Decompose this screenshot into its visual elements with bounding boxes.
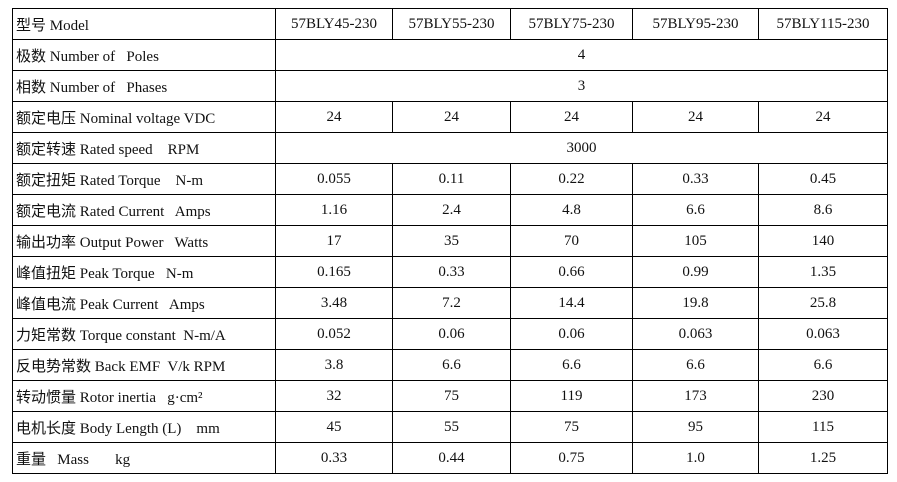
cell: 7.2 xyxy=(392,287,511,319)
table-row: 额定扭矩 Rated Torque N-m 0.055 0.11 0.22 0.33 0.… xyxy=(12,163,888,195)
header-cell: 57BLY45-230 xyxy=(275,8,393,40)
row-label: 峰值电流 Peak Current Amps xyxy=(12,287,276,319)
table-row: 转动惯量 Rotor inertia g·cm² 32 75 119 173 230 xyxy=(12,380,888,412)
header-cell: 57BLY75-230 xyxy=(510,8,633,40)
cell: 3.48 xyxy=(275,287,393,319)
cell: 1.35 xyxy=(758,256,888,288)
row-label: 输出功率 Output Power Watts xyxy=(12,225,276,257)
cell: 0.99 xyxy=(632,256,759,288)
header-cell: 57BLY115-230 xyxy=(758,8,888,40)
cell: 1.16 xyxy=(275,194,393,226)
cell: 1.0 xyxy=(632,442,759,474)
cell: 0.11 xyxy=(392,163,511,195)
row-label: 额定电压 Nominal voltage VDC xyxy=(12,101,276,133)
cell: 0.165 xyxy=(275,256,393,288)
cell: 4.8 xyxy=(510,194,633,226)
row-label: 额定转速 Rated speed RPM xyxy=(12,132,276,164)
cell: 95 xyxy=(632,411,759,443)
cell: 0.063 xyxy=(758,318,888,350)
cell: 0.66 xyxy=(510,256,633,288)
table-row: 反电势常数 Back EMF V/k RPM 3.8 6.6 6.6 6.6 6.6 xyxy=(12,349,888,381)
cell: 25.8 xyxy=(758,287,888,319)
cell: 140 xyxy=(758,225,888,257)
cell: 55 xyxy=(392,411,511,443)
header-row: 型号 Model 57BLY45-230 57BLY55-230 57BLY75-23… xyxy=(12,8,888,40)
row-label: 极数 Number of Poles xyxy=(12,39,276,71)
cell: 2.4 xyxy=(392,194,511,226)
table-row: 额定电压 Nominal voltage VDC 24 24 24 24 24 xyxy=(12,101,888,133)
cell: 0.33 xyxy=(632,163,759,195)
cell: 230 xyxy=(758,380,888,412)
row-label: 相数 Number of Phases xyxy=(12,70,276,102)
cell: 1.25 xyxy=(758,442,888,474)
table-row: 极数 Number of Poles 4 xyxy=(12,39,888,71)
cell: 19.8 xyxy=(632,287,759,319)
cell: 24 xyxy=(632,101,759,133)
cell: 0.063 xyxy=(632,318,759,350)
cell: 119 xyxy=(510,380,633,412)
cell: 24 xyxy=(392,101,511,133)
row-label: 额定电流 Rated Current Amps xyxy=(12,194,276,226)
row-label: 峰值扭矩 Peak Torque N-m xyxy=(12,256,276,288)
cell: 75 xyxy=(392,380,511,412)
cell: 6.6 xyxy=(510,349,633,381)
cell: 4 xyxy=(275,39,888,71)
cell: 6.6 xyxy=(758,349,888,381)
cell: 0.75 xyxy=(510,442,633,474)
row-label: 反电势常数 Back EMF V/k RPM xyxy=(12,349,276,381)
cell: 3.8 xyxy=(275,349,393,381)
cell: 0.45 xyxy=(758,163,888,195)
cell: 0.06 xyxy=(392,318,511,350)
cell: 6.6 xyxy=(632,349,759,381)
row-label: 转动惯量 Rotor inertia g·cm² xyxy=(12,380,276,412)
spec-table: 型号 Model 57BLY45-230 57BLY55-230 57BLY75-23… xyxy=(12,8,888,474)
table-row: 峰值扭矩 Peak Torque N-m 0.165 0.33 0.66 0.99 1.3… xyxy=(12,256,888,288)
cell: 173 xyxy=(632,380,759,412)
cell: 6.6 xyxy=(392,349,511,381)
header-cell: 57BLY55-230 xyxy=(392,8,511,40)
table-row: 电机长度 Body Length (L) mm 45 55 75 95 115 xyxy=(12,411,888,443)
row-label: 额定扭矩 Rated Torque N-m xyxy=(12,163,276,195)
cell: 0.052 xyxy=(275,318,393,350)
table-row: 峰值电流 Peak Current Amps 3.48 7.2 14.4 19.8 25.… xyxy=(12,287,888,319)
row-label: 重量 Mass kg xyxy=(12,442,276,474)
table-row: 输出功率 Output Power Watts 17 35 70 105 140 xyxy=(12,225,888,257)
header-cell: 57BLY95-230 xyxy=(632,8,759,40)
table-row: 相数 Number of Phases 3 xyxy=(12,70,888,102)
cell: 35 xyxy=(392,225,511,257)
cell: 0.33 xyxy=(392,256,511,288)
table-row: 重量 Mass kg 0.33 0.44 0.75 1.0 1.25 xyxy=(12,442,888,474)
cell: 70 xyxy=(510,225,633,257)
cell: 3000 xyxy=(275,132,888,164)
table-row: 力矩常数 Torque constant N-m/A 0.052 0.06 0.06 0… xyxy=(12,318,888,350)
table-body: 型号 Model 57BLY45-230 57BLY55-230 57BLY75-23… xyxy=(12,8,888,474)
row-label: 力矩常数 Torque constant N-m/A xyxy=(12,318,276,350)
cell: 75 xyxy=(510,411,633,443)
cell: 115 xyxy=(758,411,888,443)
cell: 6.6 xyxy=(632,194,759,226)
cell: 24 xyxy=(758,101,888,133)
table-row: 额定转速 Rated speed RPM 3000 xyxy=(12,132,888,164)
cell: 0.055 xyxy=(275,163,393,195)
cell: 105 xyxy=(632,225,759,257)
cell: 0.44 xyxy=(392,442,511,474)
cell: 24 xyxy=(275,101,393,133)
cell: 0.22 xyxy=(510,163,633,195)
cell: 14.4 xyxy=(510,287,633,319)
cell: 0.06 xyxy=(510,318,633,350)
cell: 8.6 xyxy=(758,194,888,226)
header-label: 型号 Model xyxy=(12,8,276,40)
cell: 3 xyxy=(275,70,888,102)
cell: 32 xyxy=(275,380,393,412)
table-row: 额定电流 Rated Current Amps 1.16 2.4 4.8 6.6 8.6 xyxy=(12,194,888,226)
row-label: 电机长度 Body Length (L) mm xyxy=(12,411,276,443)
cell: 0.33 xyxy=(275,442,393,474)
cell: 17 xyxy=(275,225,393,257)
cell: 24 xyxy=(510,101,633,133)
cell: 45 xyxy=(275,411,393,443)
